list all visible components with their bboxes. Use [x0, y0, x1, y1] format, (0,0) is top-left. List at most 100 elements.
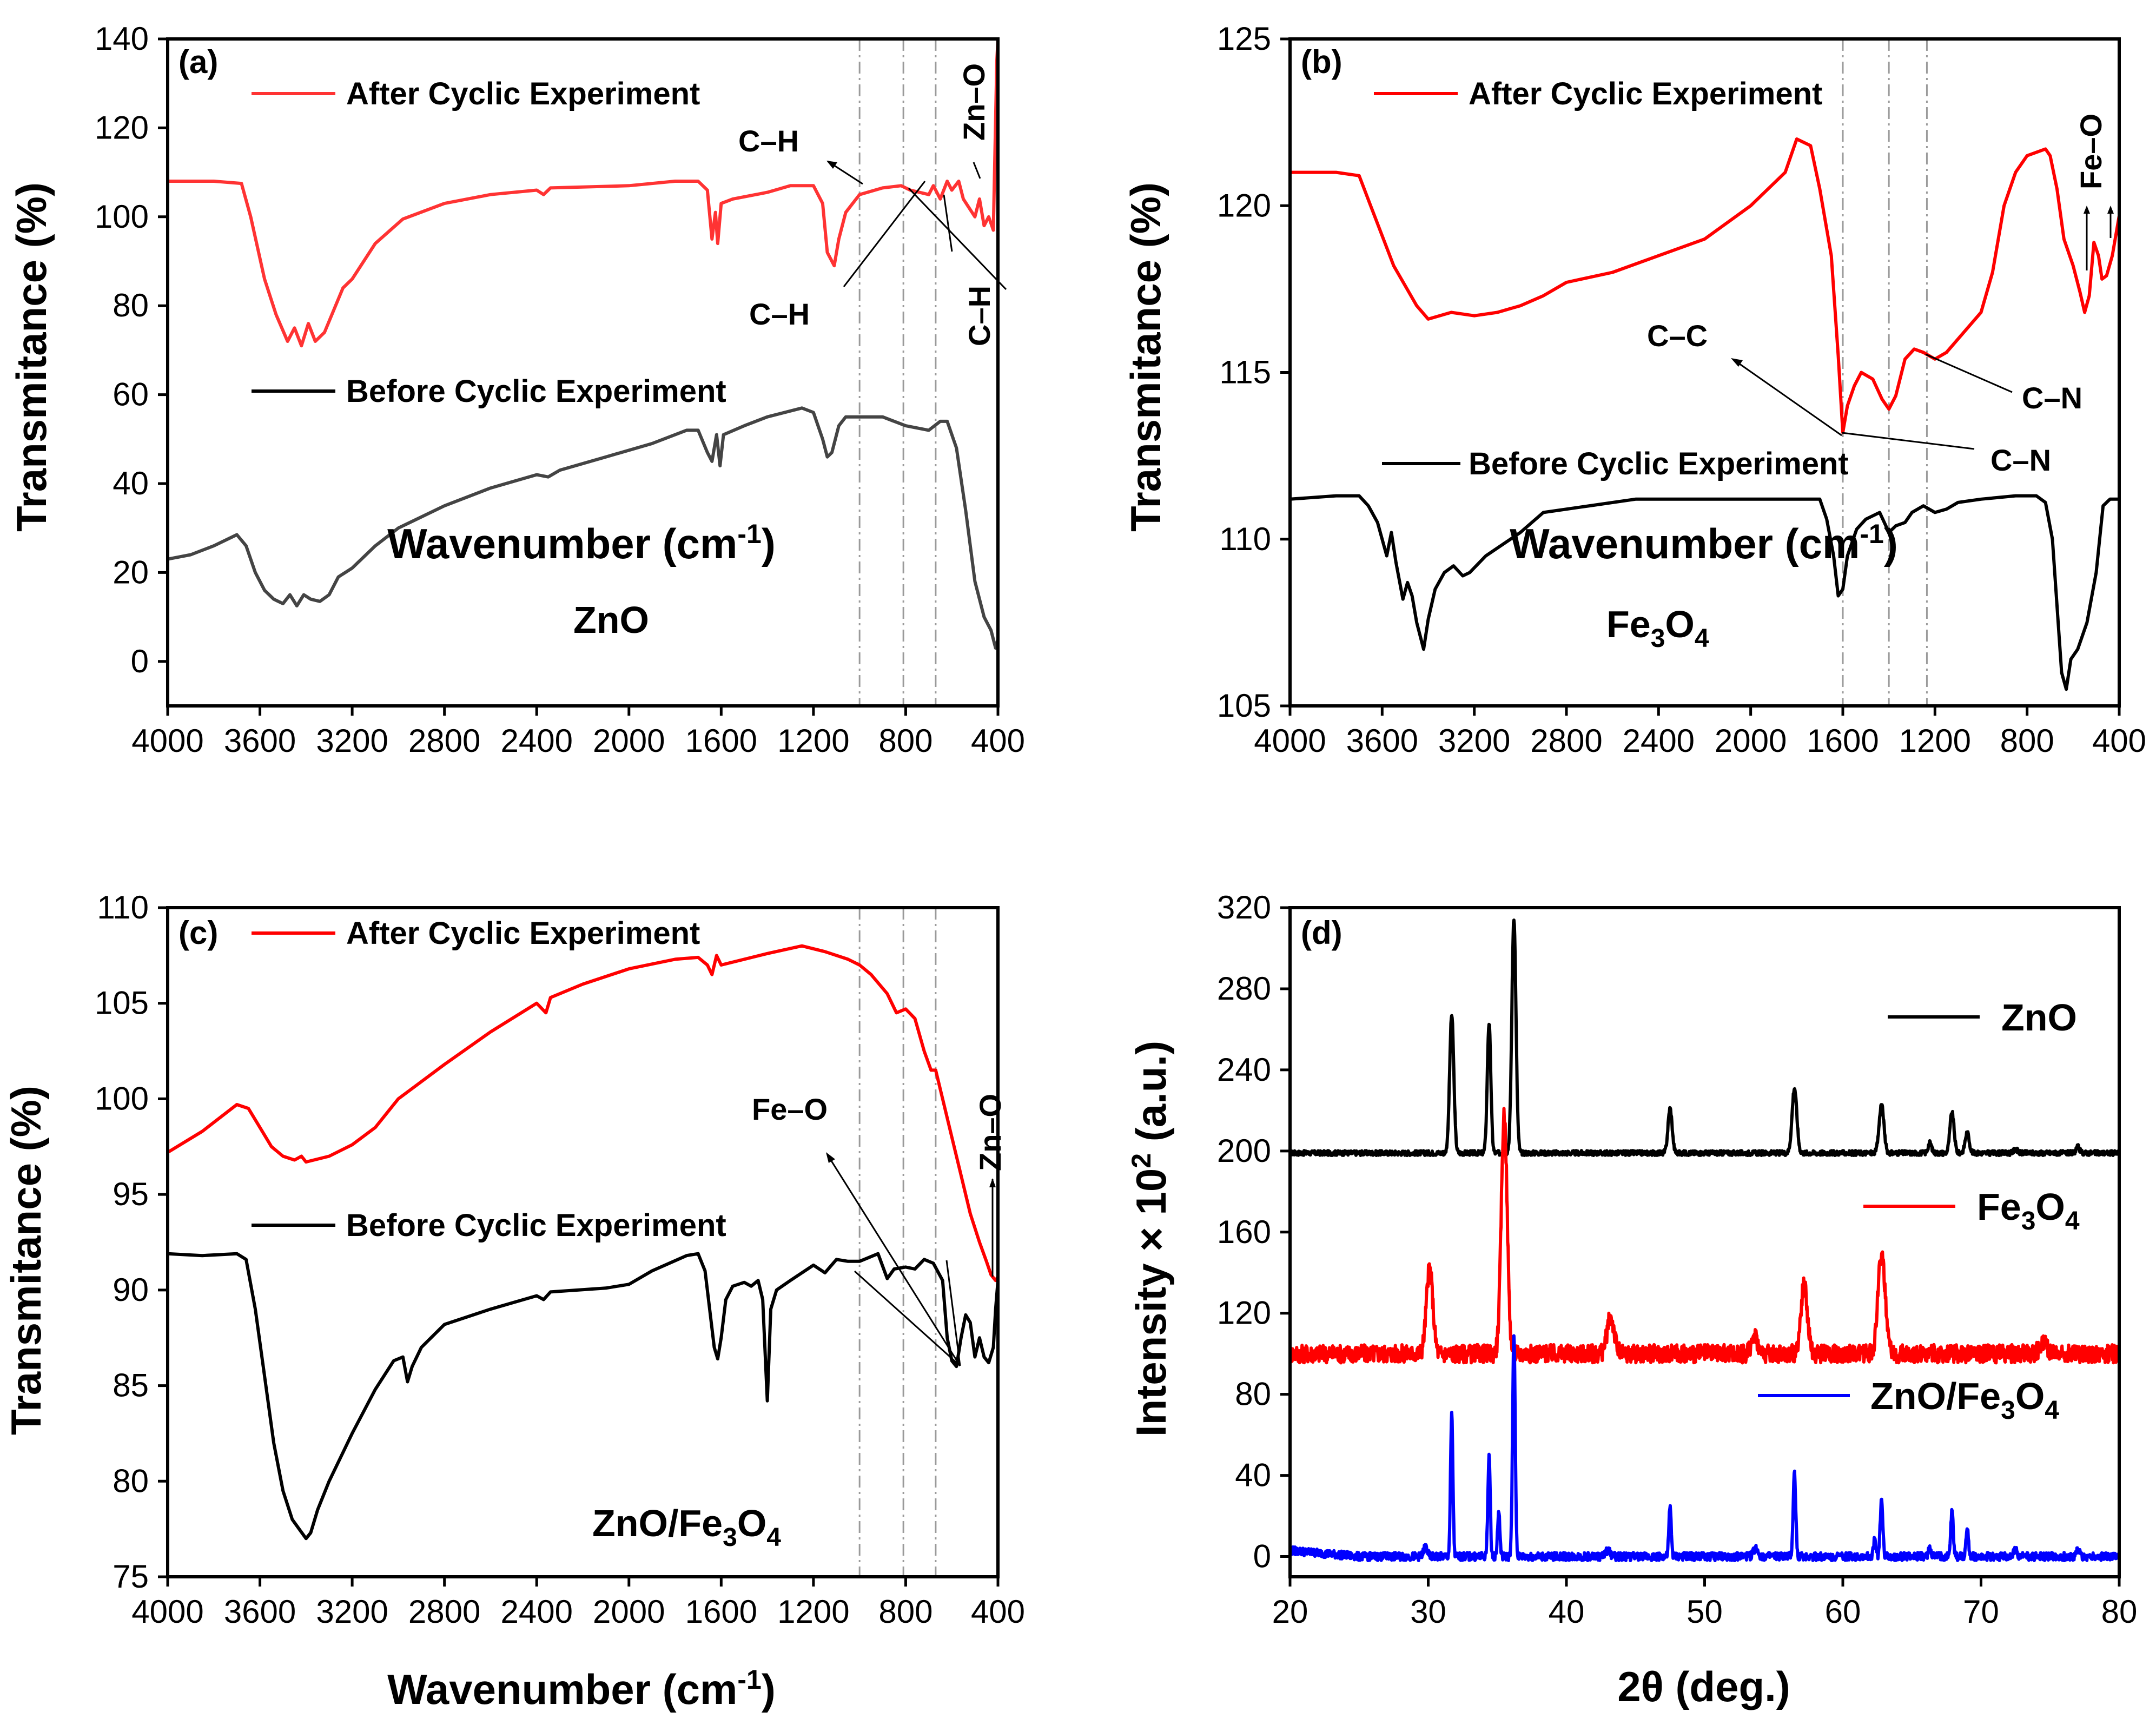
- legend-before-label: Before Cyclic Experiment: [1469, 446, 1849, 481]
- y-tick-label: 75: [113, 1558, 149, 1595]
- y-tick-label: 120: [1217, 1295, 1271, 1331]
- x-tick-label: 3600: [224, 723, 296, 759]
- x-tick-label: 2000: [593, 1594, 665, 1630]
- legend-zno-fe3o4-label: ZnO/Fe3O4: [1870, 1375, 2059, 1425]
- series-after-cyclic-experiment: [168, 38, 1000, 348]
- y-tick-label: 85: [113, 1367, 149, 1404]
- y-tick-label: 105: [95, 985, 149, 1021]
- annot-feo-b: Fe–O: [2074, 114, 2108, 189]
- x-axis-title-d: 2θ (deg.): [1617, 1663, 1790, 1710]
- annot-cn-2: C–N: [2022, 381, 2082, 415]
- panel-a-label: (a): [178, 44, 218, 80]
- sample-label-fe3o4: Fe3O4: [1606, 603, 1709, 653]
- panel-a: 4000 3600 3200 2800 2400 2000 1600 1200 800 40002…: [8, 21, 1025, 759]
- legend-after-label: After Cyclic Experiment: [1469, 76, 1822, 111]
- plot-frame: [166, 37, 1000, 708]
- x-tick-label: 2800: [408, 1594, 480, 1630]
- y-tick-label: 140: [95, 21, 149, 57]
- x-axis-title-b: Wavenumber (cm-1): [1510, 519, 1898, 567]
- x-tick-label: 2800: [408, 723, 480, 759]
- x-axis-title-c: Wavenumber (cm-1): [387, 1664, 776, 1713]
- x-tick-label: 3200: [1438, 723, 1510, 759]
- annot-feo-c: Fe–O: [752, 1092, 828, 1126]
- y-tick-label: 110: [1219, 521, 1271, 557]
- arrow-cn-1: [1841, 432, 1975, 450]
- panel-d: 20 30 40 50 60 70 80 0 40 80 120 160 200 240 280 320 (d…: [1126, 889, 2137, 1710]
- x-axis-title-a: Wavenumber (cm-1): [387, 519, 776, 567]
- x-tick-label: 2000: [593, 723, 665, 759]
- y-tick-label: 80: [113, 1463, 149, 1499]
- x-tick-label: 40: [1549, 1594, 1585, 1630]
- annot-ch-1: C–H: [738, 124, 799, 158]
- arrow-head: [2084, 206, 2090, 214]
- x-tick-label: 20: [1272, 1594, 1308, 1630]
- y-tick-label: 20: [113, 554, 149, 590]
- arrow-feo-c3: [854, 1270, 961, 1367]
- y-tick-label: 200: [1217, 1133, 1271, 1169]
- arrow-ch-2b: [908, 187, 1007, 290]
- annot-ch-3: C–H: [962, 286, 996, 346]
- x-tick-label: 30: [1410, 1594, 1446, 1630]
- x-tick-label: 800: [878, 1594, 932, 1630]
- y-tick-label: 100: [95, 199, 149, 235]
- legend-before-label: Before Cyclic Experiment: [346, 374, 726, 409]
- arrow-feo-c1: [826, 1154, 961, 1366]
- x-tick-label: 1600: [685, 723, 757, 759]
- x-tick-label: 4000: [1254, 723, 1326, 759]
- y-tick-label: 40: [1235, 1457, 1271, 1493]
- x-tick-label: 1600: [685, 1594, 757, 1630]
- x-tick-label: 800: [878, 723, 932, 759]
- x-tick-label: 400: [971, 723, 1025, 759]
- arrow-head: [2107, 206, 2114, 214]
- x-tick-label: 3200: [316, 1594, 388, 1630]
- arrow-head: [826, 1152, 835, 1163]
- series-fe3o4: [1288, 1107, 2121, 1365]
- annot-cc: C–C: [1647, 319, 1708, 353]
- y-tick-label: 160: [1217, 1214, 1271, 1250]
- y-tick-label: 105: [1217, 688, 1271, 724]
- series-before-cyclic-experiment: [1289, 494, 2119, 691]
- y-tick-label: 320: [1217, 889, 1271, 926]
- x-tick-label: 800: [2000, 723, 2054, 759]
- y-tick-label: 110: [97, 889, 149, 926]
- arrow-cc: [1733, 359, 1842, 437]
- series-after-cyclic-experiment: [167, 944, 1000, 1283]
- arrow-zno-a: [973, 162, 981, 179]
- annot-zno-a: Zn–O: [957, 63, 991, 141]
- x-tick-label: 1200: [777, 723, 849, 759]
- x-tick-label: 50: [1687, 1594, 1723, 1630]
- y-tick-label: 280: [1217, 970, 1271, 1007]
- legend-after-label: After Cyclic Experiment: [346, 916, 700, 951]
- x-tick-label: 2400: [500, 1594, 572, 1630]
- series-before-cyclic-experiment: [167, 406, 1000, 650]
- panel-b: 4000 3600 3200 2800 2400 2000 1600 1200 800 400 10…: [1122, 21, 2146, 759]
- legend-fe3o4-label: Fe3O4: [1977, 1186, 2080, 1235]
- y-axis-title-c: Transmitance (%): [2, 1086, 50, 1435]
- x-tick-label: 2400: [1623, 723, 1695, 759]
- y-tick-label: 125: [1217, 21, 1271, 57]
- arrow-head: [1731, 358, 1743, 367]
- sample-label-zno: ZnO: [573, 599, 649, 641]
- y-tick-label: 80: [113, 287, 149, 323]
- y-tick-label: 100: [95, 1080, 149, 1116]
- arrow-ch-3: [943, 194, 953, 252]
- panel-c: 4000 3600 3200 2800 2400 2000 1600 1200 800 400 75…: [2, 889, 1025, 1713]
- legend-after-label: After Cyclic Experiment: [346, 76, 700, 111]
- x-tick-label: 400: [971, 1594, 1025, 1630]
- series-before-cyclic-experiment: [167, 1252, 1000, 1541]
- x-tick-label: 4000: [131, 1594, 203, 1630]
- x-tick-label: 2000: [1715, 723, 1787, 759]
- y-tick-label: 95: [113, 1176, 149, 1212]
- x-tick-label: 2800: [1530, 723, 1602, 759]
- y-tick-label: 40: [113, 465, 149, 501]
- sample-label-zno-fe3o4: ZnO/Fe3O4: [592, 1502, 781, 1552]
- y-axis-title-a: Transmitance (%): [8, 182, 55, 532]
- y-tick-label: 0: [1253, 1538, 1271, 1575]
- annot-cn-1: C–N: [1990, 443, 2051, 477]
- arrow-head: [989, 1178, 996, 1187]
- x-tick-label: 60: [1825, 1594, 1861, 1630]
- panel-d-label: (d): [1301, 915, 1342, 951]
- x-tick-label: 1600: [1807, 723, 1879, 759]
- arrow-cn-2: [1925, 353, 2013, 393]
